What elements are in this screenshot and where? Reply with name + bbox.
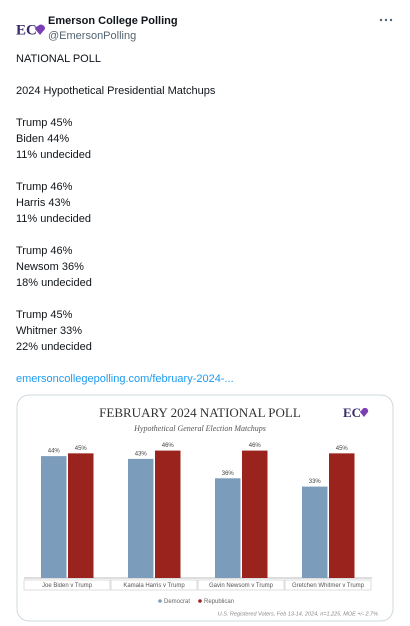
- matchup-line: 11% undecided: [16, 149, 92, 161]
- category-box: [110, 579, 198, 591]
- matchup-line: Trump 46%: [16, 181, 73, 193]
- legend-label: Democrat: [164, 599, 190, 605]
- matchup-line: 22% undecided: [16, 341, 92, 353]
- chart-logo: EC: [343, 405, 361, 420]
- bar: [215, 478, 241, 578]
- value-label: 46%: [162, 443, 175, 449]
- matchup-line: Whitmer 33%: [16, 325, 83, 337]
- value-label: 36%: [222, 471, 235, 477]
- matchup-line: Trump 45%: [16, 117, 73, 129]
- tweet-subheading: 2024 Hypothetical Presidential Matchups: [16, 85, 216, 97]
- value-label: 46%: [249, 443, 262, 449]
- value-label: 43%: [135, 451, 148, 457]
- matchup-line: 18% undecided: [16, 277, 92, 289]
- matchup-line: Biden 44%: [16, 133, 70, 145]
- bar: [242, 450, 268, 578]
- value-label: 44%: [48, 449, 61, 455]
- matchup-line: Trump 45%: [16, 309, 73, 321]
- legend-label: Republican: [204, 599, 234, 605]
- tweet-heading: NATIONAL POLL: [16, 53, 101, 65]
- category-box: [284, 579, 372, 591]
- value-label: 45%: [336, 446, 349, 452]
- link[interactable]: emersoncollegepolling.com/february-2024-…: [16, 373, 234, 385]
- chart-subtitle: Hypothetical General Election Matchups: [133, 424, 266, 433]
- x-tick-label: Gavin Newsom v Trump: [209, 583, 274, 589]
- avatar[interactable]: EC: [14, 14, 48, 48]
- chart-title: FEBRUARY 2024 NATIONAL POLL: [99, 405, 301, 420]
- author-handle[interactable]: @EmersonPolling: [48, 30, 137, 42]
- avatar-heart: [35, 24, 46, 35]
- footnote: U.S. Registered Voters, Feb 13-14, 2024,…: [218, 611, 378, 617]
- x-tick-label: Gretchen Whitmer v Trump: [292, 583, 365, 589]
- value-label: 33%: [309, 479, 322, 485]
- bar: [128, 458, 154, 578]
- matchup-line: Trump 46%: [16, 245, 73, 257]
- logo-heart: [360, 407, 369, 417]
- matchup-line: Newsom 36%: [16, 261, 84, 273]
- category-box: [23, 579, 111, 591]
- bar: [329, 453, 355, 578]
- bar: [41, 456, 67, 578]
- matchup-line: Harris 43%: [16, 197, 71, 209]
- x-tick-label: Kamala Harris v Trump: [123, 583, 185, 589]
- bar: [68, 453, 94, 578]
- legend-swatch: [158, 599, 162, 603]
- matchup-line: 11% undecided: [16, 213, 92, 225]
- more-button[interactable]: [378, 16, 394, 24]
- author-name[interactable]: Emerson College Polling: [48, 15, 178, 27]
- card-border: [16, 394, 394, 622]
- x-tick-label: Joe Biden v Trump: [42, 583, 93, 589]
- bar: [155, 450, 181, 578]
- value-label: 45%: [75, 446, 88, 452]
- legend-swatch: [198, 599, 202, 603]
- category-box: [197, 579, 285, 591]
- avatar-text: EC: [16, 22, 37, 38]
- bar: [302, 486, 328, 578]
